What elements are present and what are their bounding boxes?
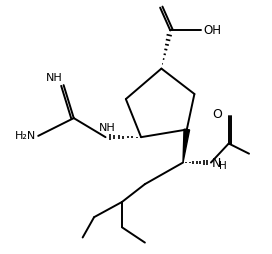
Text: NH: NH — [46, 73, 62, 83]
Polygon shape — [183, 129, 190, 163]
Text: H: H — [218, 161, 226, 171]
Text: N: N — [212, 157, 222, 170]
Text: NH: NH — [98, 123, 115, 133]
Text: O: O — [212, 108, 222, 121]
Text: OH: OH — [203, 24, 221, 37]
Text: H₂N: H₂N — [15, 131, 36, 141]
